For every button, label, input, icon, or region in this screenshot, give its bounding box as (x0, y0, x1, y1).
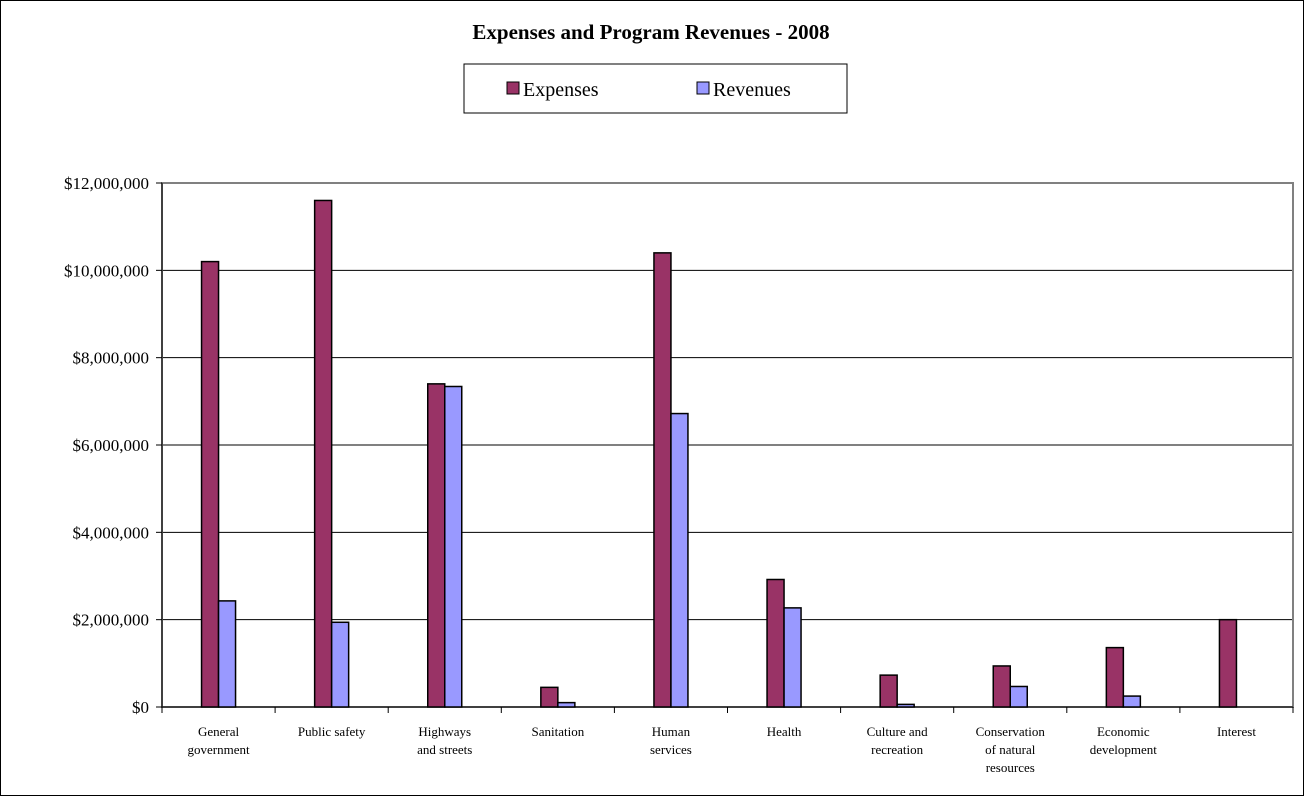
legend: Expenses Revenues (463, 63, 848, 114)
x-tick-label: Culture and recreation (867, 724, 929, 757)
bar-expenses (313, 199, 333, 708)
x-tick-label-line: development (1090, 742, 1158, 757)
x-tick-label-line: of natural (985, 742, 1036, 757)
bar-expenses (1218, 618, 1238, 708)
x-tick-label-line: Highways (418, 724, 471, 739)
bar-revenues (1122, 695, 1142, 708)
y-tick-label: $2,000,000 (73, 611, 150, 630)
x-tick-label: Highways and streets (417, 724, 472, 757)
x-tick-label: Economic development (1090, 724, 1158, 757)
x-tick-label-line: Public safety (298, 724, 366, 739)
y-axis: $0 $2,000,000 $4,000,000 $6,000,000 $8,000,0… (64, 174, 163, 717)
legend-swatch-revenues (696, 81, 710, 95)
legend-box (463, 63, 848, 114)
x-tick-label: Human services (650, 724, 692, 757)
x-tick-label-line: General (198, 724, 240, 739)
bar-revenues (783, 607, 802, 708)
bar-expenses (200, 260, 220, 708)
x-tick-label-line: Sanitation (531, 724, 584, 739)
legend-swatch-expenses (506, 81, 520, 95)
y-tick-label: $0 (132, 698, 149, 717)
x-tick-label-line: Culture and (867, 724, 929, 739)
bars (200, 199, 1238, 708)
bar-expenses (427, 383, 446, 708)
x-tick-label: Interest (1217, 724, 1256, 739)
bar-expenses (1105, 646, 1125, 708)
chart-title: Expenses and Program Revenues - 2008 (472, 20, 829, 44)
bar-expenses (540, 686, 559, 708)
bar-expenses (879, 674, 898, 708)
x-tick-label-line: Conservation (976, 724, 1046, 739)
legend-label-expenses: Expenses (523, 79, 599, 101)
bar-revenues (896, 703, 915, 708)
x-tick-label-line: Health (767, 724, 802, 739)
y-tick-label: $6,000,000 (73, 436, 150, 455)
x-tick-label: Health (767, 724, 802, 739)
y-tick-label: $10,000,000 (64, 261, 149, 280)
x-tick-label-line: Human (652, 724, 691, 739)
x-axis: General government Public safety Highways an… (161, 706, 1294, 775)
bar-expenses (653, 252, 672, 708)
bar-expenses (992, 665, 1011, 708)
y-tick-label: $8,000,000 (73, 349, 150, 368)
x-tick-label: Sanitation (531, 724, 584, 739)
plot-area (161, 182, 1294, 708)
x-tick-label-line: recreation (871, 742, 923, 757)
x-tick-label-line: and streets (417, 742, 472, 757)
x-tick-label-line: Interest (1217, 724, 1256, 739)
bar-expenses (766, 578, 785, 708)
bar-revenues (557, 701, 576, 708)
bar-revenues (1009, 685, 1028, 708)
y-tick-label: $12,000,000 (64, 174, 149, 193)
x-tick-label-line: resources (986, 760, 1035, 775)
bar-revenues (670, 412, 689, 708)
bar-revenues (444, 385, 463, 708)
x-tick-label: Conservation of natural resources (976, 724, 1046, 775)
x-tick-label: General government (188, 724, 250, 757)
y-tick-label: $4,000,000 (73, 523, 150, 542)
bar-revenues (217, 600, 237, 708)
x-tick-label: Public safety (298, 724, 366, 739)
x-tick-label-line: government (188, 742, 250, 757)
legend-label-revenues: Revenues (713, 79, 791, 101)
bar-revenues (330, 621, 350, 708)
x-tick-label-line: services (650, 742, 692, 757)
x-tick-label-line: Economic (1097, 724, 1150, 739)
